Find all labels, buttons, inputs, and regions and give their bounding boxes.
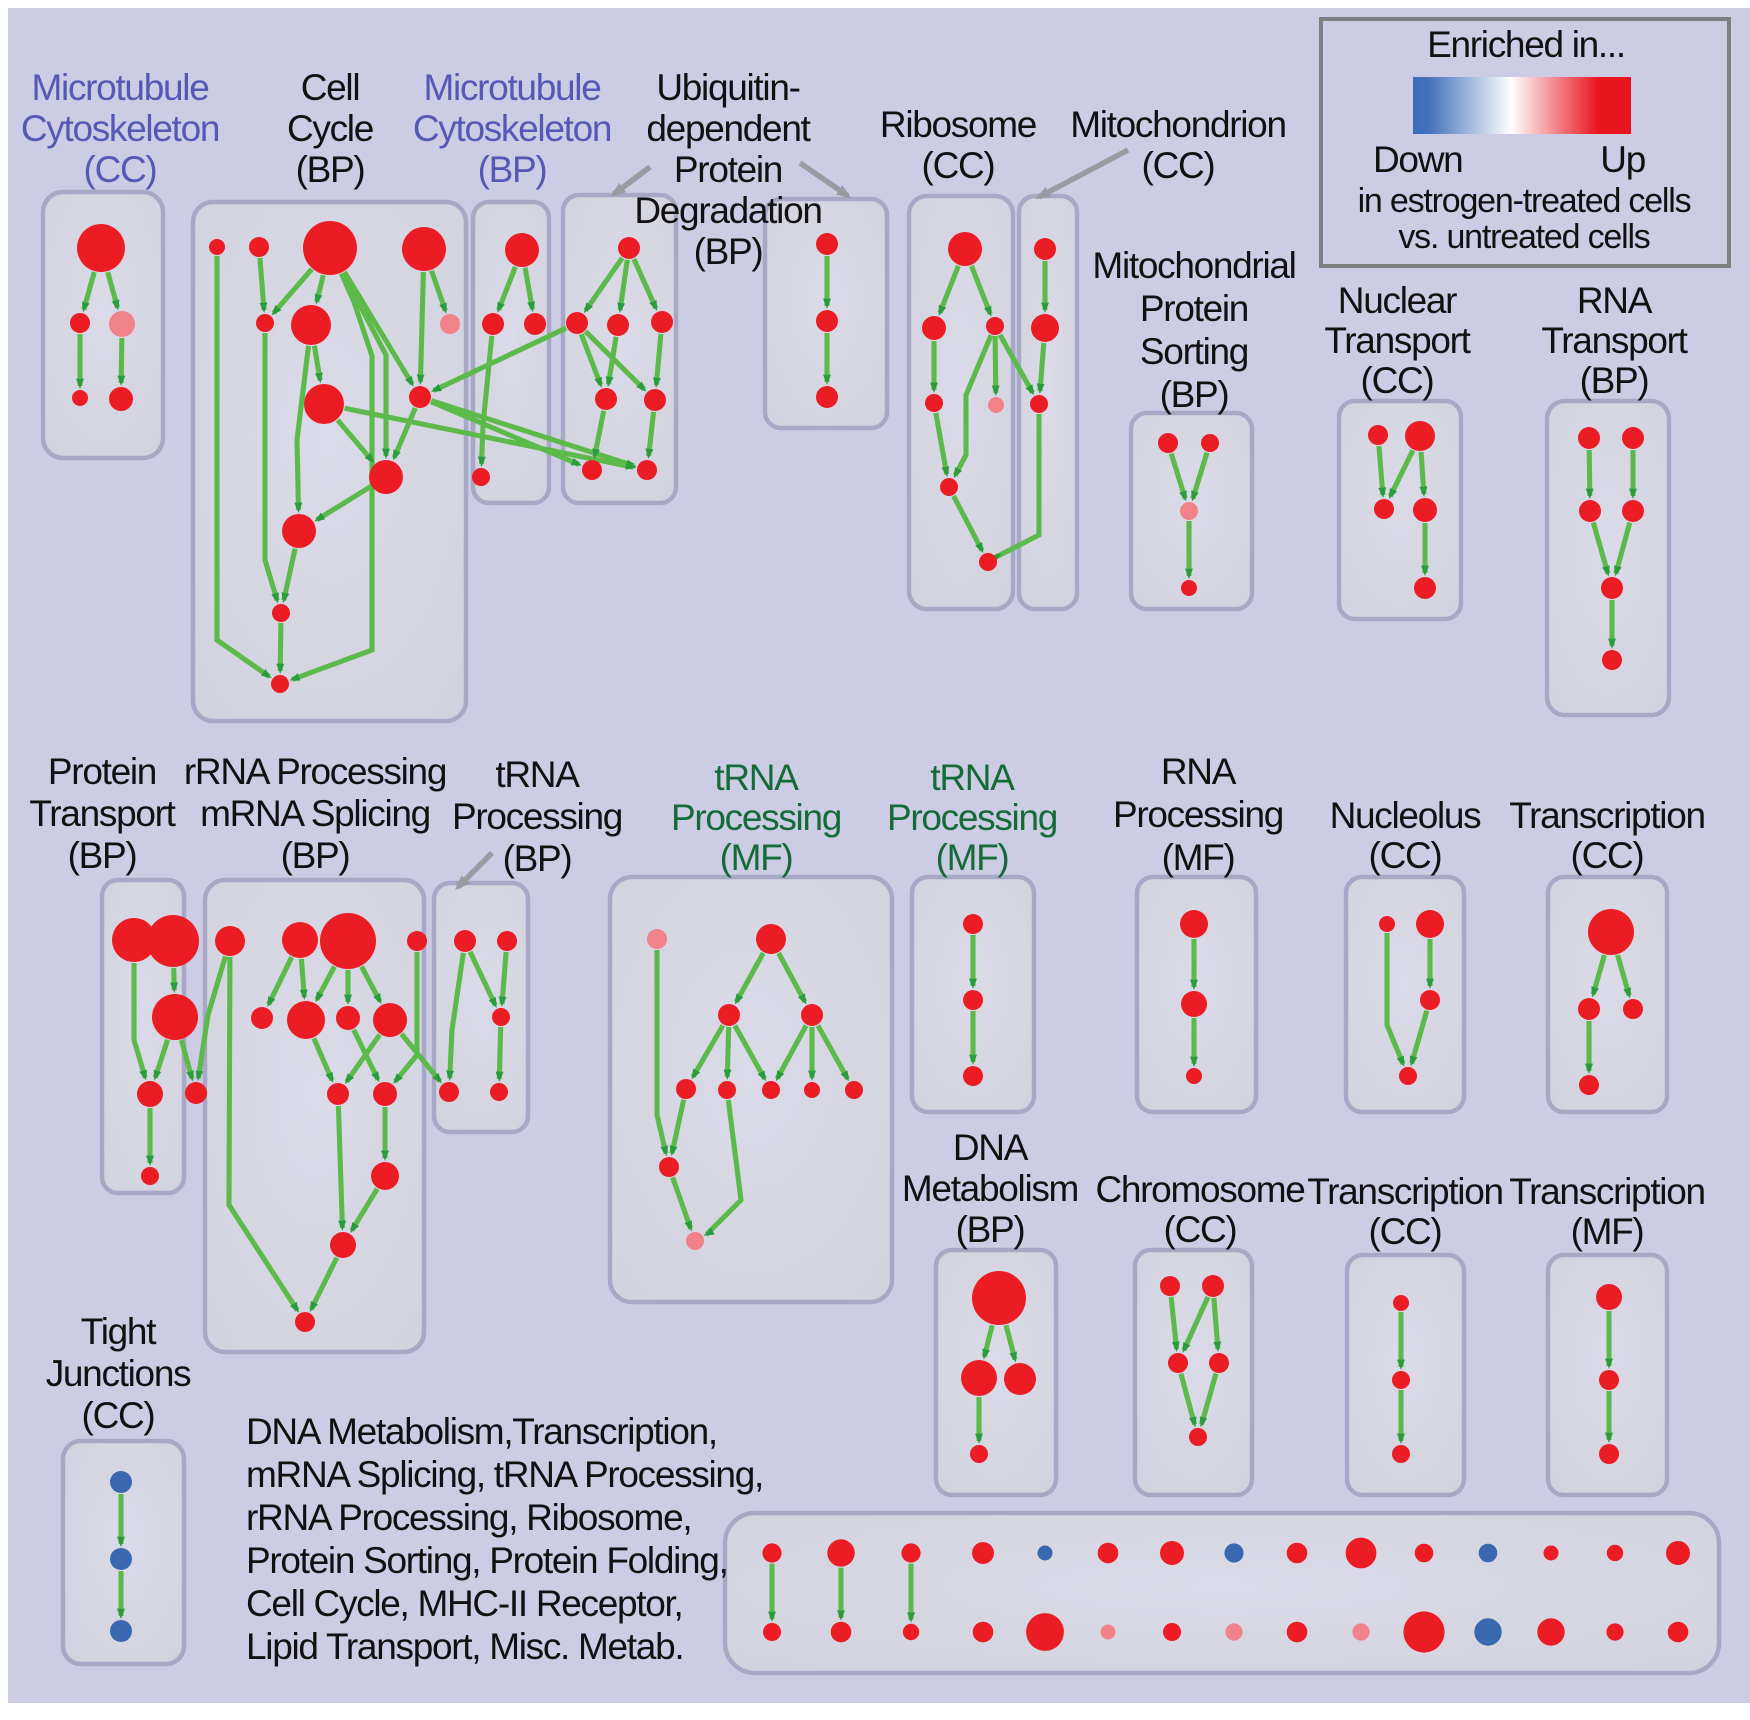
svg-text:DNA: DNA <box>953 1127 1029 1168</box>
svg-text:dependent: dependent <box>646 108 811 149</box>
svg-text:(BP): (BP) <box>296 149 365 190</box>
svg-text:Transcription: Transcription <box>1307 1171 1503 1212</box>
svg-text:Ribosome: Ribosome <box>880 104 1036 145</box>
svg-text:Protein: Protein <box>674 149 782 190</box>
svg-text:(BP): (BP) <box>281 835 350 876</box>
svg-text:Transport: Transport <box>29 793 176 834</box>
svg-text:(MF): (MF) <box>936 837 1009 878</box>
svg-text:Microtubule: Microtubule <box>32 67 209 108</box>
svg-text:Mitochondrion: Mitochondrion <box>1070 104 1286 145</box>
svg-text:rRNA Processing: rRNA Processing <box>184 751 446 792</box>
svg-text:(MF): (MF) <box>1162 837 1235 878</box>
svg-text:RNA: RNA <box>1161 751 1237 792</box>
svg-text:Mitochondrial: Mitochondrial <box>1092 245 1295 286</box>
svg-text:Metabolism: Metabolism <box>902 1168 1078 1209</box>
svg-text:Degradation: Degradation <box>634 190 821 231</box>
svg-text:Tight: Tight <box>81 1311 157 1352</box>
svg-text:Cell: Cell <box>301 67 360 108</box>
svg-text:Processing: Processing <box>671 797 841 838</box>
svg-text:Processing: Processing <box>887 797 1057 838</box>
svg-text:(BP): (BP) <box>503 838 572 879</box>
svg-text:(BP): (BP) <box>1160 374 1229 415</box>
svg-text:(BP): (BP) <box>956 1209 1025 1250</box>
svg-text:Cytoskeleton: Cytoskeleton <box>413 108 611 149</box>
svg-text:(BP): (BP) <box>68 835 137 876</box>
svg-text:RNA: RNA <box>1577 280 1653 321</box>
svg-text:(MF): (MF) <box>1571 1211 1644 1252</box>
svg-text:(BP): (BP) <box>478 149 547 190</box>
svg-text:Nuclear: Nuclear <box>1338 280 1457 321</box>
svg-text:(CC): (CC) <box>922 145 995 186</box>
svg-text:Transport: Transport <box>1541 320 1688 361</box>
svg-text:(CC): (CC) <box>1369 1211 1442 1252</box>
svg-text:vs. untreated cells: vs. untreated cells <box>1398 218 1649 256</box>
svg-text:mRNA Splicing, tRNA Processing: mRNA Splicing, tRNA Processing, <box>246 1454 763 1495</box>
svg-text:(CC): (CC) <box>82 1395 155 1436</box>
svg-text:mRNA Splicing: mRNA Splicing <box>200 793 430 834</box>
svg-text:tRNA: tRNA <box>930 757 1015 798</box>
svg-text:tRNA: tRNA <box>714 757 799 798</box>
svg-text:Transcription: Transcription <box>1509 1171 1705 1212</box>
svg-text:Up: Up <box>1600 139 1645 180</box>
svg-text:Junctions: Junctions <box>46 1353 191 1394</box>
svg-text:Cycle: Cycle <box>287 108 373 149</box>
svg-text:Processing: Processing <box>452 796 622 837</box>
svg-text:Protein Sorting, Protein Foldi: Protein Sorting, Protein Folding, <box>246 1540 728 1581</box>
svg-text:(CC): (CC) <box>1571 835 1644 876</box>
svg-text:Cell Cycle, MHC-II Receptor,: Cell Cycle, MHC-II Receptor, <box>246 1583 683 1624</box>
svg-text:Lipid Transport, Misc. Metab.: Lipid Transport, Misc. Metab. <box>246 1626 683 1667</box>
svg-text:Processing: Processing <box>1113 794 1283 835</box>
svg-text:(CC): (CC) <box>1142 145 1215 186</box>
svg-text:Transcription: Transcription <box>1509 795 1705 836</box>
svg-text:Transport: Transport <box>1324 320 1471 361</box>
svg-text:Down: Down <box>1373 139 1462 180</box>
svg-text:(BP): (BP) <box>1580 360 1649 401</box>
svg-text:tRNA: tRNA <box>495 754 580 795</box>
svg-text:(BP): (BP) <box>694 231 763 272</box>
svg-text:(CC): (CC) <box>1369 835 1442 876</box>
svg-text:Sorting: Sorting <box>1140 331 1248 372</box>
svg-text:Protein: Protein <box>48 751 156 792</box>
svg-text:(CC): (CC) <box>84 149 157 190</box>
svg-text:Protein: Protein <box>1140 288 1248 329</box>
svg-text:Microtubule: Microtubule <box>424 67 601 108</box>
svg-text:Chromosome: Chromosome <box>1095 1169 1304 1210</box>
svg-text:(CC): (CC) <box>1361 360 1434 401</box>
svg-text:DNA Metabolism,Transcription,: DNA Metabolism,Transcription, <box>246 1411 717 1452</box>
svg-text:(CC): (CC) <box>1164 1209 1237 1250</box>
svg-text:Cytoskeleton: Cytoskeleton <box>21 108 219 149</box>
svg-text:in estrogen-treated cells: in estrogen-treated cells <box>1358 182 1691 220</box>
svg-text:Ubiquitin-: Ubiquitin- <box>656 67 799 108</box>
svg-text:Nucleolus: Nucleolus <box>1330 795 1482 836</box>
svg-text:rRNA Processing, Ribosome,: rRNA Processing, Ribosome, <box>246 1497 691 1538</box>
svg-text:(MF): (MF) <box>720 837 793 878</box>
svg-text:Enriched in...: Enriched in... <box>1427 24 1625 65</box>
